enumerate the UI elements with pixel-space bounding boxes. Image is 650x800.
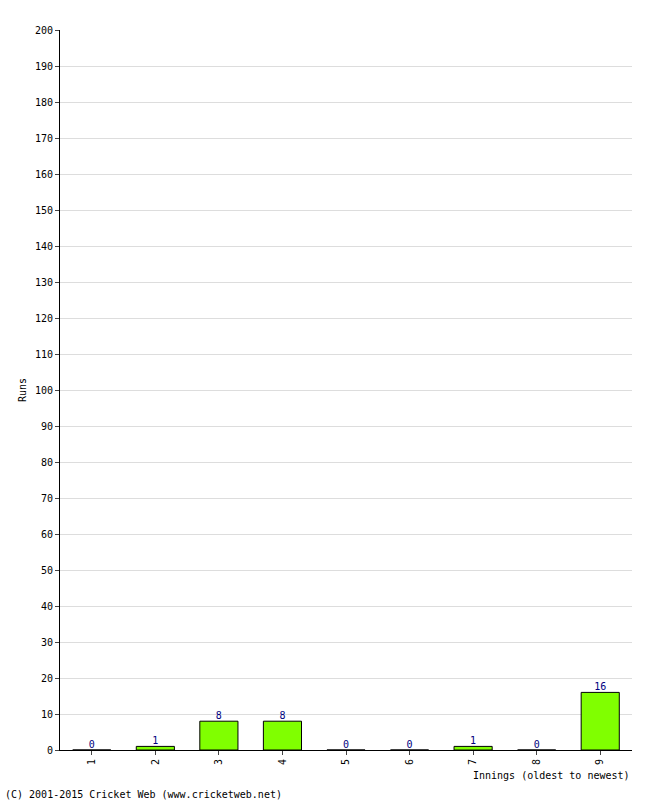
svg-text:120: 120	[35, 313, 53, 324]
svg-text:40: 40	[41, 601, 53, 612]
svg-text:70: 70	[41, 493, 53, 504]
svg-text:1: 1	[86, 759, 97, 765]
svg-text:0: 0	[89, 739, 95, 750]
svg-text:200: 200	[35, 25, 53, 36]
svg-text:10: 10	[41, 709, 53, 720]
svg-text:30: 30	[41, 637, 53, 648]
svg-text:90: 90	[41, 421, 53, 432]
svg-text:8: 8	[531, 759, 542, 765]
svg-text:190: 190	[35, 61, 53, 72]
svg-text:60: 60	[41, 529, 53, 540]
svg-text:2: 2	[150, 759, 161, 765]
svg-text:20: 20	[41, 673, 53, 684]
svg-text:16: 16	[594, 681, 606, 692]
svg-text:6: 6	[404, 759, 415, 765]
svg-text:1: 1	[470, 735, 476, 746]
svg-text:8: 8	[216, 710, 222, 721]
svg-text:Runs: Runs	[17, 378, 28, 402]
svg-text:3: 3	[213, 759, 224, 765]
svg-text:1: 1	[152, 735, 158, 746]
svg-text:0: 0	[343, 739, 349, 750]
svg-text:0: 0	[407, 739, 413, 750]
svg-text:0: 0	[47, 745, 53, 756]
svg-text:130: 130	[35, 277, 53, 288]
svg-text:8: 8	[279, 710, 285, 721]
svg-text:180: 180	[35, 97, 53, 108]
svg-text:4: 4	[277, 759, 288, 765]
svg-text:80: 80	[41, 457, 53, 468]
svg-text:5: 5	[340, 759, 351, 765]
svg-text:(C) 2001-2015 Cricket Web (www: (C) 2001-2015 Cricket Web (www.cricketwe…	[5, 789, 282, 800]
svg-text:140: 140	[35, 241, 53, 252]
svg-text:Innings (oldest to newest): Innings (oldest to newest)	[473, 770, 630, 781]
svg-text:110: 110	[35, 349, 53, 360]
svg-text:160: 160	[35, 169, 53, 180]
svg-text:170: 170	[35, 133, 53, 144]
svg-text:100: 100	[35, 385, 53, 396]
svg-text:150: 150	[35, 205, 53, 216]
svg-text:7: 7	[467, 759, 478, 765]
svg-text:0: 0	[534, 739, 540, 750]
svg-text:9: 9	[594, 759, 605, 765]
svg-text:50: 50	[41, 565, 53, 576]
